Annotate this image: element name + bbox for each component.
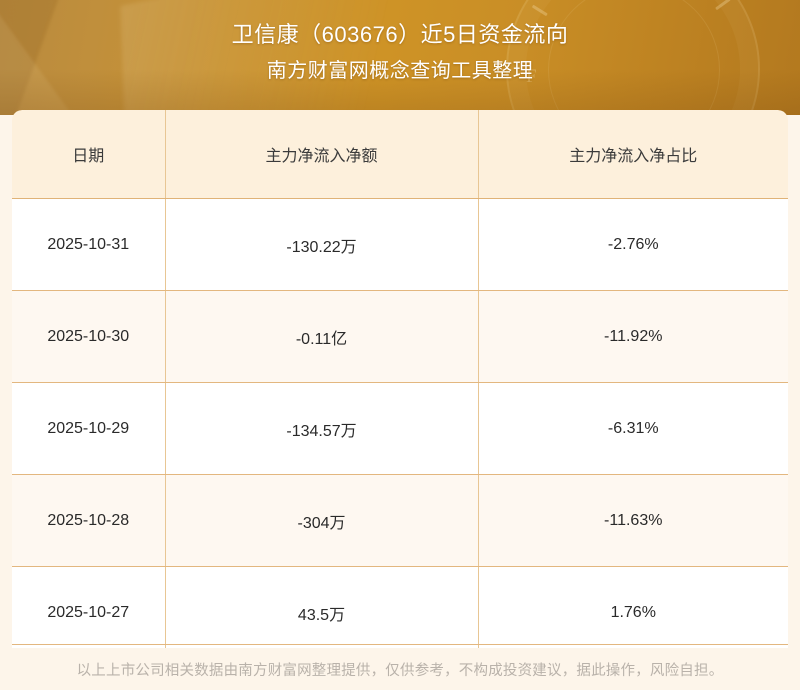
- page-title: 卫信康（603676）近5日资金流向 南方财富网概念查询工具整理: [0, 0, 800, 87]
- cell-net-inflow: -134.57万: [165, 382, 479, 475]
- cell-net-ratio: 1.76%: [478, 566, 788, 658]
- fund-flow-table: 日期 主力净流入净额 主力净流入净占比 2025-10-31 -130.22万 …: [12, 110, 788, 658]
- page-subtitle-line2: 南方财富网概念查询工具整理: [266, 60, 534, 83]
- gauge-full-label: F: [526, 66, 537, 88]
- cell-net-inflow: 43.5万: [165, 566, 479, 658]
- cell-date: 2025-10-29: [12, 382, 166, 475]
- table-bottom-divider: [12, 644, 788, 645]
- fuel-gauge-icon: F: [506, 0, 760, 115]
- table-header: 日期 主力净流入净额 主力净流入净占比: [12, 110, 788, 199]
- banner-shade: [0, 69, 800, 115]
- table-row: 2025-10-31 -130.22万 -2.76%: [12, 198, 788, 291]
- cell-net-ratio: -11.63%: [478, 474, 788, 567]
- page-header-banner: F 卫信康（603676）近5日资金流向 南方财富网概念查询工具整理: [0, 0, 800, 115]
- cell-date: 2025-10-31: [12, 198, 166, 291]
- footer-disclaimer: 以上上市公司相关数据由南方财富网整理提供，仅供参考，不构成投资建议，据此操作，风…: [76, 662, 724, 679]
- table-body: 2025-10-31 -130.22万 -2.76% 2025-10-30 -0…: [12, 198, 788, 658]
- column-header-date: 日期: [12, 110, 166, 199]
- cell-net-inflow: -130.22万: [165, 198, 479, 291]
- cell-net-ratio: -11.92%: [478, 290, 788, 383]
- table-header-row: 日期 主力净流入净额 主力净流入净占比: [12, 110, 788, 199]
- cell-net-inflow: -304万: [165, 474, 479, 567]
- fund-flow-table-container: 日期 主力净流入净额 主力净流入净占比 2025-10-31 -130.22万 …: [12, 110, 788, 658]
- cell-net-ratio: -6.31%: [478, 382, 788, 475]
- cell-date: 2025-10-30: [12, 290, 166, 383]
- cell-net-inflow: -0.11亿: [165, 290, 479, 383]
- cell-date: 2025-10-28: [12, 474, 166, 567]
- footer: 以上上市公司相关数据由南方财富网整理提供，仅供参考，不构成投资建议，据此操作，风…: [0, 648, 800, 690]
- table-row: 2025-10-28 -304万 -11.63%: [12, 474, 788, 567]
- column-header-net-ratio: 主力净流入净占比: [478, 110, 788, 199]
- cell-date: 2025-10-27: [12, 566, 166, 658]
- table-row: 2025-10-27 43.5万 1.76%: [12, 566, 788, 658]
- page-title-line1: 卫信康（603676）近5日资金流向: [231, 22, 569, 47]
- table-row: 2025-10-30 -0.11亿 -11.92%: [12, 290, 788, 383]
- table-row: 2025-10-29 -134.57万 -6.31%: [12, 382, 788, 475]
- cell-net-ratio: -2.76%: [478, 198, 788, 291]
- column-header-net-inflow: 主力净流入净额: [165, 110, 479, 199]
